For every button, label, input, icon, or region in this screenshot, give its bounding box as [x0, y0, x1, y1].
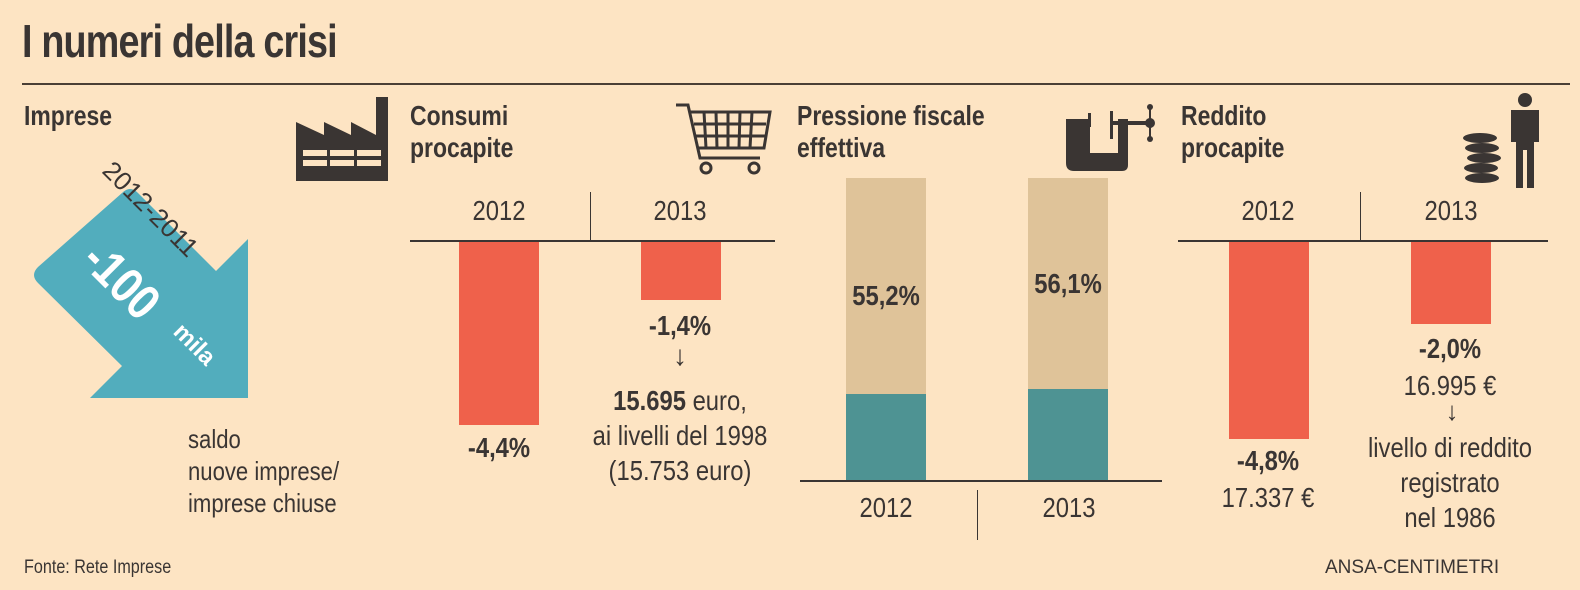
imprese-note: saldo nuove imprese/ imprese chiuse — [188, 424, 340, 518]
consumi-year-2013: 2013 — [653, 195, 707, 226]
pressione-label-2012: 55,2% — [852, 280, 920, 311]
source-note: Fonte: Rete Imprese — [24, 557, 172, 578]
reddito-axis — [1178, 240, 1548, 242]
consumi-bar-2012 — [459, 242, 539, 425]
title-divider — [22, 83, 1570, 85]
consumi-year-separator — [590, 192, 591, 240]
reddito-note-line3: nel 1986 — [1404, 502, 1496, 533]
consumi-note-line1: 15.695 euro, — [578, 385, 782, 416]
consumi-note-line3: (15.753 euro) — [608, 455, 752, 486]
reddito-amount-2012: 17.337 € — [1221, 482, 1315, 513]
consumi-label-2012: -4,4% — [467, 432, 531, 463]
reddito-label-2012: -4,8% — [1236, 445, 1300, 476]
factory-icon — [296, 97, 388, 181]
pressione-year-2013: 2013 — [1042, 492, 1096, 523]
reddito-note-line1: livello di reddito — [1367, 432, 1533, 463]
consumi-down-arrow-icon: ↓ — [673, 340, 687, 371]
consumi-axis — [410, 240, 775, 242]
down-arrow-shape — [34, 189, 248, 398]
reddito-year-2013: 2013 — [1424, 195, 1478, 226]
consumi-note-unit: euro, — [685, 385, 747, 416]
pressione-axis — [800, 480, 1162, 482]
reddito-amount-2013: 16.995 € — [1403, 370, 1497, 401]
consumi-year-2012: 2012 — [472, 195, 526, 226]
reddito-label-2013: -2,0% — [1418, 333, 1482, 364]
page-title: I numeri della crisi — [22, 15, 338, 67]
pressione-bar-2012 — [846, 394, 926, 480]
shopping-cart-icon — [676, 103, 772, 175]
imprese-title: Imprese — [24, 100, 113, 131]
reddito-down-arrow-icon: ↓ — [1445, 396, 1459, 426]
pressione-bar-2013 — [1028, 389, 1108, 480]
reddito-note-line2: registrato — [1400, 467, 1500, 498]
consumi-bar-2013 — [641, 242, 721, 301]
pressione-year-separator — [977, 490, 978, 540]
reddito-bar-2013 — [1411, 242, 1491, 324]
consumi-label-2013: -1,4% — [648, 310, 712, 341]
clamp-icon — [1066, 104, 1155, 171]
pressione-year-2012: 2012 — [859, 492, 913, 523]
credit-label: ANSA-CENTIMETRI — [1325, 557, 1500, 578]
consumi-note-value: 15.695 — [613, 385, 686, 416]
reddito-title: Reddito procapite — [1181, 100, 1285, 163]
coins-person-icon — [1463, 93, 1539, 188]
pressione-title: Pressione fiscale effettiva — [797, 100, 985, 163]
consumi-note-line2: ai livelli del 1998 — [592, 420, 768, 451]
reddito-bar-2012 — [1229, 242, 1309, 439]
reddito-year-2012: 2012 — [1241, 195, 1295, 226]
pressione-label-2013: 56,1% — [1034, 268, 1102, 299]
consumi-title: Consumi procapite — [410, 100, 514, 163]
reddito-year-separator — [1360, 192, 1361, 240]
